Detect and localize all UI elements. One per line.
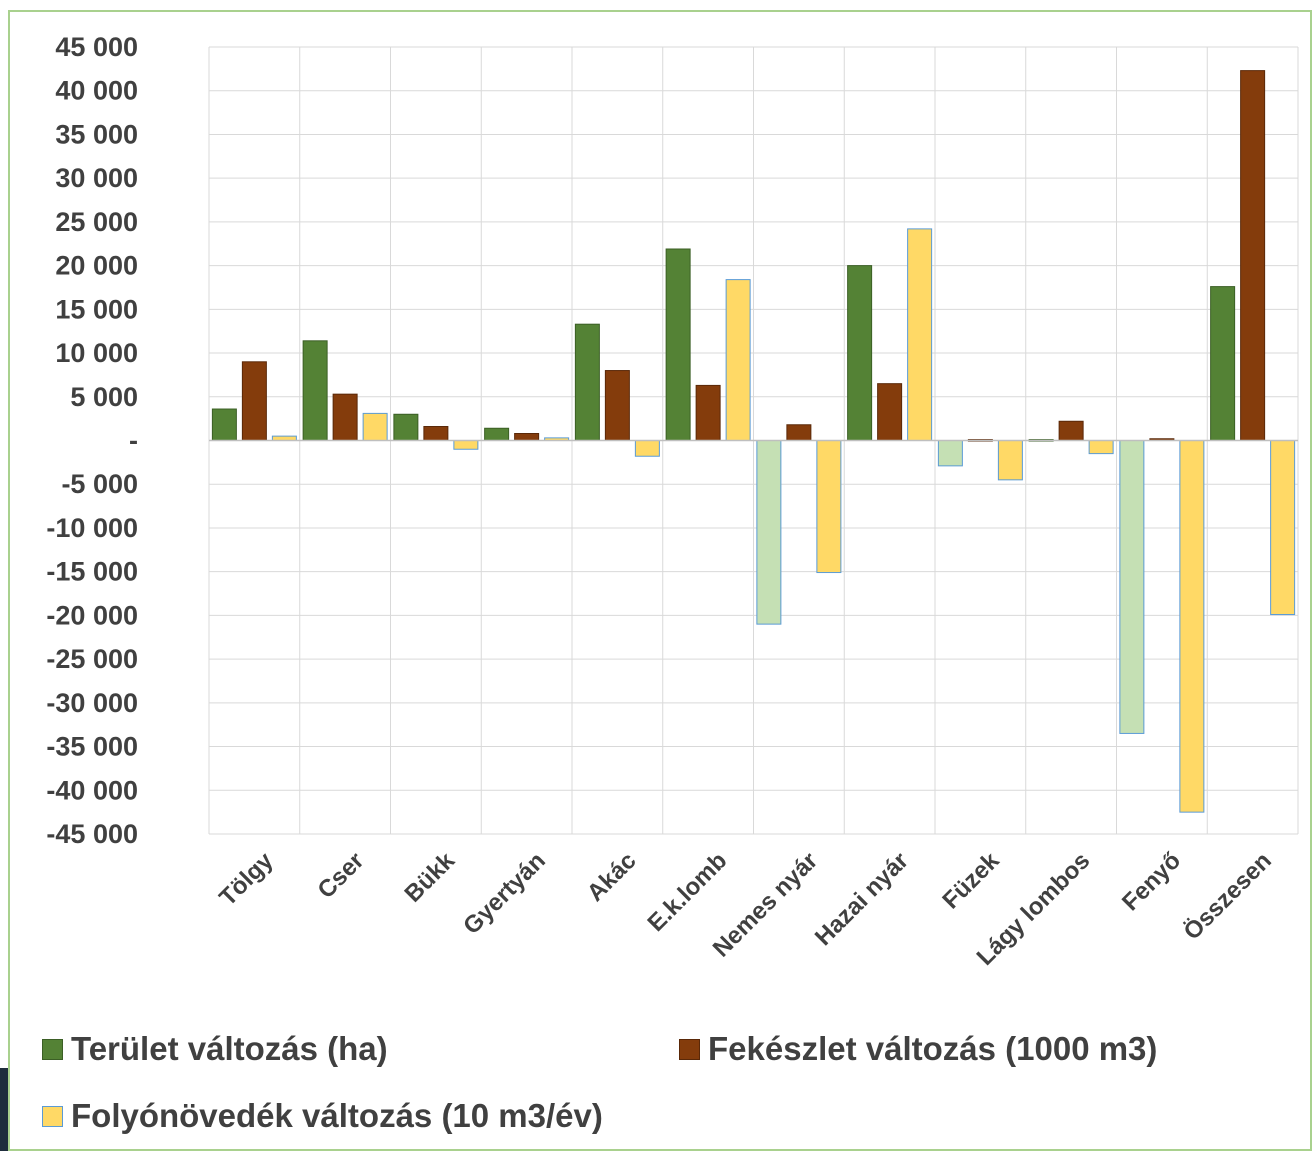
x-category-label: Füzek	[937, 847, 1005, 915]
y-tick-label: -20 000	[46, 600, 138, 630]
y-tick-label: -35 000	[46, 732, 138, 762]
bar-fekeszlet	[423, 426, 449, 441]
legend-item-folyonovedek: Folyónövedék változás (10 m3/év)	[42, 1097, 603, 1135]
x-category-label: Tölgy	[214, 847, 279, 912]
y-tick-label: 15 000	[55, 294, 138, 324]
bar-terulet	[1119, 440, 1145, 734]
bar-folyonovedek	[1088, 440, 1114, 455]
bar-folyonovedek	[997, 440, 1023, 481]
x-category-label: E.k.lomb	[643, 847, 733, 937]
x-category-label: Cser	[313, 847, 370, 904]
bar-folyonovedek	[725, 279, 751, 442]
bar-fekeszlet	[514, 433, 540, 442]
legend-item-fekeszlet: Fekészlet változás (1000 m3)	[679, 1030, 1157, 1068]
bar-terulet	[937, 440, 963, 467]
y-tick-label: -	[129, 426, 138, 456]
bar-terulet	[847, 265, 873, 441]
y-tick-label: -5 000	[61, 469, 138, 499]
bar-terulet	[211, 408, 237, 441]
y-tick-label: 5 000	[70, 382, 138, 412]
legend-swatch-terulet	[42, 1038, 63, 1060]
x-category-label: Bükk	[400, 847, 461, 908]
legend-label-fekeszlet: Fekészlet változás (1000 m3)	[708, 1030, 1158, 1067]
bar-terulet	[574, 323, 600, 441]
x-category-label: Gyertyán	[458, 847, 551, 940]
legend-swatch-folyonovedek	[42, 1105, 63, 1127]
legend-item-terulet: Terület változás (ha)	[42, 1030, 388, 1068]
bar-folyonovedek	[362, 412, 388, 441]
legend-label-folyonovedek: Folyónövedék változás (10 m3/év)	[71, 1097, 603, 1134]
x-category-label: Fenyő	[1117, 847, 1186, 916]
x-category-label: Akác	[582, 847, 642, 907]
y-tick-label: 45 000	[55, 32, 138, 62]
bar-fekeszlet	[1240, 70, 1266, 442]
y-tick-label: 20 000	[55, 251, 138, 281]
bar-fekeszlet	[241, 361, 267, 441]
y-tick-label: -45 000	[46, 819, 138, 849]
bar-chart: 45 000 40 000 35 000 30 000 25 000 20 000 15 0…	[46, 32, 1299, 971]
bar-fekeszlet	[604, 370, 630, 441]
bar-folyonovedek	[453, 440, 479, 450]
legend-label-terulet: Terület változás (ha)	[71, 1030, 388, 1067]
bar-folyonovedek	[907, 228, 933, 441]
bar-fekeszlet	[786, 424, 812, 442]
bar-fekeszlet	[332, 393, 358, 442]
background-strip	[0, 1068, 8, 1151]
y-tick-label: 35 000	[55, 119, 138, 149]
y-tick-label: -40 000	[46, 775, 138, 805]
legend-swatch-fekeszlet	[679, 1038, 700, 1060]
bar-folyonovedek	[1270, 440, 1296, 616]
y-tick-label: -30 000	[46, 688, 138, 718]
y-tick-label: -15 000	[46, 557, 138, 587]
bar-folyonovedek	[634, 440, 660, 457]
bar-terulet	[756, 440, 782, 625]
bar-terulet	[1210, 286, 1236, 441]
y-tick-label: -10 000	[46, 513, 138, 543]
bar-fekeszlet	[1058, 420, 1084, 441]
y-tick-label: 40 000	[55, 76, 138, 106]
bar-folyonovedek	[816, 440, 842, 574]
chart-frame	[8, 10, 1312, 1151]
bar-terulet	[393, 413, 419, 441]
bar-terulet	[665, 248, 691, 441]
bar-fekeszlet	[695, 384, 721, 442]
bar-terulet	[302, 340, 328, 441]
bar-terulet	[484, 427, 510, 442]
x-category-label: Összesen	[1179, 847, 1277, 945]
x-category-label: Hazai nyár	[810, 847, 914, 951]
y-tick-label: 25 000	[55, 207, 138, 237]
y-tick-label: 30 000	[55, 163, 138, 193]
y-tick-label: 10 000	[55, 338, 138, 368]
y-tick-label: -25 000	[46, 644, 138, 674]
bar-folyonovedek	[1179, 440, 1205, 813]
bar-fekeszlet	[877, 383, 903, 441]
